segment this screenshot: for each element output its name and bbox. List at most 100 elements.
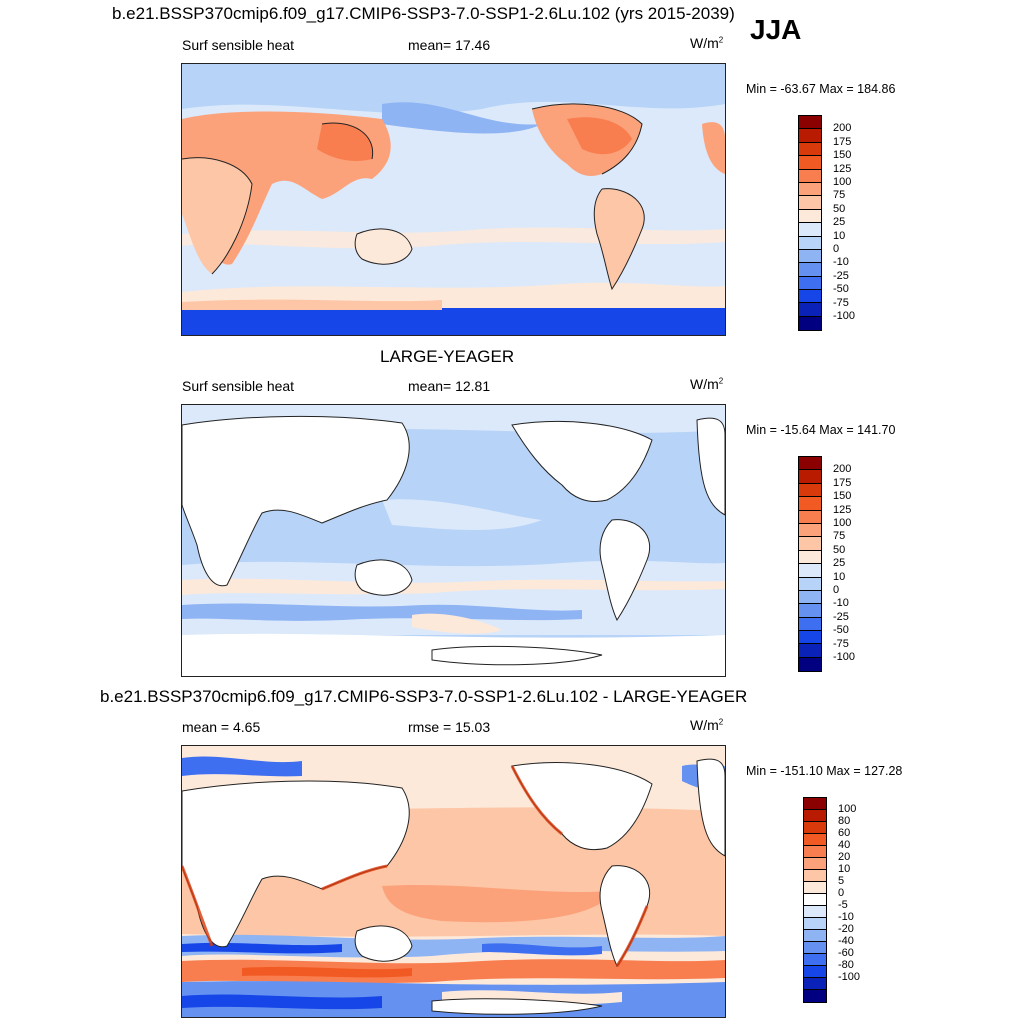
colorbar-tick-label: -75 (833, 637, 849, 650)
colorbar-tick-label: 10 (833, 229, 846, 242)
colorbar-box (799, 604, 821, 618)
colorbar-tick-label: -40 (838, 935, 854, 947)
colorbar-tick-label: -20 (838, 923, 854, 935)
colorbar-box (799, 577, 821, 591)
colorbar-tick-label: -50 (833, 283, 849, 296)
colorbar-tick-label: 200 (833, 122, 852, 135)
colorbar-tick-label: -10 (833, 597, 849, 610)
colorbar-tick-label: 5 (838, 875, 845, 887)
colorbar-box (799, 483, 821, 498)
colorbar-tick-label: -25 (833, 269, 849, 282)
panel1-minmax: Min = -63.67 Max = 184.86 (746, 82, 896, 96)
panel3-map (181, 745, 726, 1018)
colorbar-tick-label: 75 (833, 189, 846, 202)
panel2-title: LARGE-YEAGER (380, 347, 515, 366)
colorbar-box (799, 209, 821, 224)
colorbar-tick-label: 150 (833, 490, 852, 503)
panel1-title: b.e21.BSSP370cmip6.f09_g17.CMIP6-SSP3-7.… (112, 4, 735, 23)
colorbar-tick-label: -100 (833, 310, 856, 322)
colorbar-tick-label: 60 (838, 827, 851, 839)
panel3-title: b.e21.BSSP370cmip6.f09_g17.CMIP6-SSP3-7.… (100, 687, 748, 706)
season-label: JJA (750, 14, 802, 45)
colorbar-box (799, 564, 821, 578)
colorbar-tick-label: -10 (833, 256, 849, 269)
colorbar-box (799, 590, 821, 605)
colorbar-box (804, 918, 826, 930)
colorbar-box (799, 182, 821, 197)
colorbar-tick-label: 10 (838, 863, 851, 875)
colorbar-box (799, 263, 821, 277)
colorbar-tick-label: -50 (833, 624, 849, 637)
colorbar-box (804, 822, 826, 834)
colorbar-tick-label: -100 (833, 651, 856, 663)
colorbar-box (799, 617, 821, 632)
colorbar-box (804, 894, 826, 906)
colorbar-box (799, 523, 821, 538)
colorbar-box (799, 276, 821, 291)
colorbar-tick-label: 100 (838, 803, 857, 815)
colorbar-box (799, 196, 821, 210)
panel1-map (181, 63, 726, 336)
colorbar-tick-label: 0 (833, 584, 840, 596)
colorbar-tick-label: -25 (833, 610, 849, 623)
colorbar-box (799, 631, 821, 645)
panel3-colorbar (803, 797, 827, 1003)
panel2-mean-label: mean= 12.81 (408, 378, 491, 394)
colorbar-box (799, 290, 821, 304)
colorbar-box (804, 942, 826, 954)
colorbar-tick-label: 80 (838, 815, 851, 827)
colorbar-box (804, 990, 826, 1002)
colorbar-box (804, 846, 826, 858)
panel1-colorbar (798, 115, 822, 332)
colorbar-box (804, 798, 826, 810)
colorbar-tick-label: 175 (833, 135, 852, 148)
colorbar-tick-label: 10 (833, 570, 846, 583)
colorbar-box (804, 882, 826, 894)
colorbar-tick-label: 75 (833, 530, 846, 543)
panel2-minmax: Min = -15.64 Max = 141.70 (746, 423, 896, 437)
colorbar-tick-label: 100 (833, 517, 852, 529)
colorbar-tick-label: 0 (833, 243, 840, 255)
colorbar-tick-label: 20 (838, 851, 851, 863)
panel3-units: W/m2 (690, 717, 724, 733)
colorbar-tick-label: 0 (838, 887, 845, 899)
colorbar-tick-label: 150 (833, 149, 852, 162)
colorbar-tick-label: -75 (833, 296, 849, 309)
colorbar-box (804, 954, 826, 966)
panel1-variable-label: Surf sensible heat (182, 37, 295, 53)
colorbar-box (799, 644, 821, 658)
colorbar-box (804, 978, 826, 990)
colorbar-tick-label: 40 (838, 839, 851, 851)
panel1-mean-label: mean= 17.46 (408, 37, 491, 53)
colorbar-box (804, 810, 826, 822)
colorbar-box (799, 116, 821, 130)
colorbar-box (799, 457, 821, 471)
panel2-variable-label: Surf sensible heat (182, 378, 295, 394)
colorbar-box (799, 550, 821, 565)
colorbar-tick-label: 125 (833, 503, 852, 516)
colorbar-tick-label: 200 (833, 463, 852, 476)
colorbar-box (799, 249, 821, 264)
colorbar-tick-label: 50 (833, 202, 846, 215)
colorbar-box (799, 223, 821, 237)
colorbar-tick-label: 50 (833, 543, 846, 556)
panel3-rmse-label: rmse = 15.03 (408, 719, 491, 735)
colorbar-tick-label: -5 (838, 899, 848, 911)
colorbar-box (799, 129, 821, 143)
panel3-minmax: Min = -151.10 Max = 127.28 (746, 764, 903, 778)
colorbar-box (799, 303, 821, 317)
colorbar-box (804, 870, 826, 882)
colorbar-box (799, 316, 821, 331)
panel1-units: W/m2 (690, 35, 724, 51)
colorbar-box (804, 966, 826, 978)
colorbar-box (799, 142, 821, 157)
colorbar-box (799, 497, 821, 511)
panel3-mean-label: mean = 4.65 (182, 719, 261, 735)
panel2-colorbar (798, 456, 822, 673)
colorbar-box (799, 657, 821, 672)
colorbar-box (804, 930, 826, 942)
colorbar-tick-label: 125 (833, 162, 852, 175)
colorbar-box (799, 169, 821, 183)
colorbar-tick-label: 100 (833, 176, 852, 188)
colorbar-tick-label: -10 (838, 911, 854, 923)
